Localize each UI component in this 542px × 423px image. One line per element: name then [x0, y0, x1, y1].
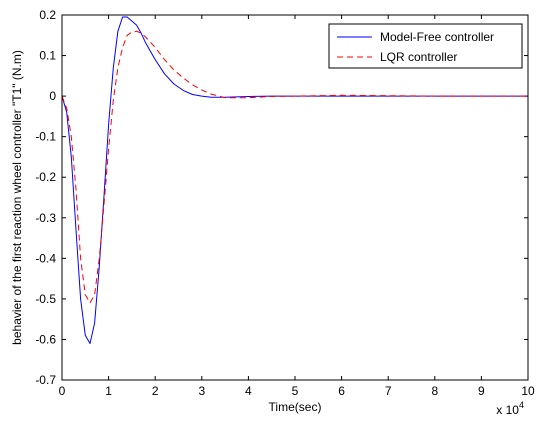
legend: Model-Free controller LQR controller	[328, 23, 523, 69]
series-layer	[61, 16, 528, 344]
series-line-model-free	[61, 16, 528, 344]
y-tick-label: -0.7	[35, 373, 56, 387]
x-axis-multiplier: x 104	[496, 400, 524, 417]
x-tick-label: 2	[152, 384, 159, 398]
y-tick-label: -0.1	[35, 130, 56, 144]
y-tick-label: 0.1	[39, 49, 56, 63]
x-tick-label: 0	[59, 384, 66, 398]
legend-label-lqr: LQR controller	[380, 50, 457, 64]
x-tick-label: 10	[521, 384, 535, 398]
y-tick-label: -0.5	[35, 292, 56, 306]
x-tick-label: 3	[198, 384, 205, 398]
x-tick-label: 6	[338, 384, 345, 398]
plot-frame	[61, 14, 529, 381]
x-tick-label: 9	[478, 384, 485, 398]
plot-area	[62, 15, 528, 380]
x-axis-multiplier-exponent: 4	[519, 400, 524, 410]
axis-ticks: 0 1 2 3 4 5 6 7 8 9 10 0.2 0.1 0 -0.1 -0.2 -0.3 -0.4 -0.5 -…	[35, 8, 535, 398]
y-tick-label: 0	[49, 89, 56, 103]
y-axis-label: behavier of the first reaction wheel con…	[10, 50, 24, 345]
x-tick-label: 7	[385, 384, 392, 398]
legend-label-model-free: Model-Free controller	[380, 30, 494, 44]
y-tick-label: 0.2	[39, 8, 56, 22]
legend-box	[328, 23, 523, 69]
x-tick-label: 1	[105, 384, 112, 398]
y-tick-label: -0.3	[35, 211, 56, 225]
y-tick-label: -0.4	[35, 251, 56, 265]
x-tick-label: 5	[292, 384, 299, 398]
y-tick-label: -0.2	[35, 170, 56, 184]
x-axis-label: Time(sec)	[269, 400, 322, 414]
y-tick-label: -0.6	[35, 332, 56, 346]
x-tick-label: 4	[245, 384, 252, 398]
x-tick-label: 8	[431, 384, 438, 398]
